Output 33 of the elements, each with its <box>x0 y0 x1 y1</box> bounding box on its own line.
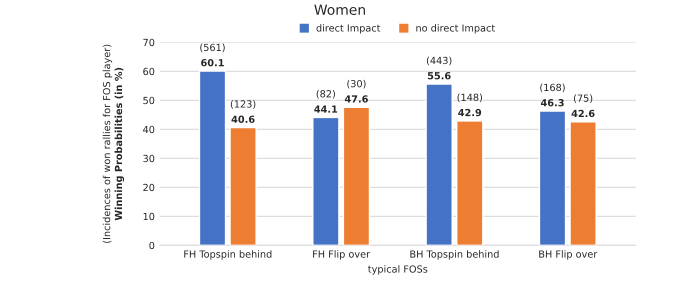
bar <box>229 126 257 246</box>
data-label: (123) 40.6 <box>230 100 256 123</box>
data-label: (561) 60.1 <box>200 44 225 66</box>
x-tick-label: FH Topspin behind <box>184 250 272 260</box>
y-tick-label: 30 <box>143 154 154 162</box>
data-label: (148) 42.9 <box>458 93 482 116</box>
legend-label: direct Impact <box>316 24 380 34</box>
y-tick-label: 20 <box>143 184 154 192</box>
bar <box>456 120 484 246</box>
x-axis-title: typical FOSs <box>368 265 428 275</box>
bar <box>538 110 566 246</box>
y-tick-label: 70 <box>143 38 154 46</box>
data-label: (168) 46.3 <box>540 84 565 106</box>
data-label: (82) 44.1 <box>314 90 338 113</box>
bar <box>342 106 370 246</box>
y-axis-title: (Incidences of won rallies for FOS player) Winning Probabilities (in %) <box>102 44 124 243</box>
y-tick-label: 50 <box>143 96 154 104</box>
bar <box>198 70 226 246</box>
x-tick-label: BH Flip over <box>539 250 598 260</box>
y-tick-label: 40 <box>143 126 154 134</box>
legend-label: no direct Impact <box>416 24 495 34</box>
data-label: (75) 42.6 <box>572 94 595 118</box>
x-tick-label: FH Flip over <box>313 250 370 260</box>
x-tick-label: BH Topspin behind <box>410 250 499 260</box>
data-label: (443) 55.6 <box>426 56 452 80</box>
chart-title: Women <box>314 4 365 15</box>
bar <box>312 116 340 246</box>
y-tick-label: 60 <box>143 68 154 76</box>
data-label: (30) 47.6 <box>344 80 368 103</box>
bar <box>569 121 597 246</box>
y-tick-label: 0 <box>149 242 154 250</box>
bar <box>425 83 453 246</box>
y-tick-label: 10 <box>144 212 154 220</box>
